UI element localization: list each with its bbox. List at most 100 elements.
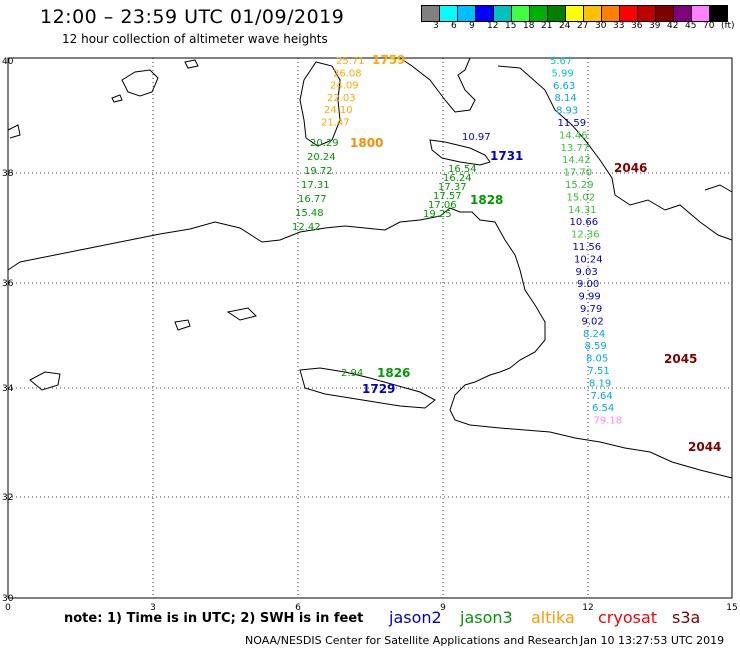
wave-height-value: 15.29 <box>565 180 594 191</box>
wave-height-value: 5.99 <box>552 68 574 79</box>
colorbar-label: 70 <box>703 21 715 31</box>
wave-height-value: 9.00 <box>577 279 599 290</box>
x-tick-labels: 0 3 6 9 12 15 <box>5 603 738 613</box>
colorbar-label: 15 <box>505 21 517 31</box>
track-jason2: 10.97 1731 <box>462 132 523 163</box>
map-subtitle: 12 hour collection of altimeter wave hei… <box>62 32 328 46</box>
colorbar-swatch <box>458 6 476 21</box>
y-tick-label: 36 <box>2 279 14 289</box>
legend-cryosat: cryosat <box>598 608 658 627</box>
colorbar-label: 39 <box>649 21 661 31</box>
east-fragment <box>704 184 733 193</box>
island-coast <box>299 367 436 409</box>
colorbar-label: 36 <box>631 21 643 31</box>
colorbar-label: 30 <box>595 21 607 31</box>
wave-height-value: 10.66 <box>570 217 599 228</box>
colorbar-label: 27 <box>577 21 589 31</box>
footer-timestamp: Jan 10 13:27:53 UTC 2019 <box>580 634 725 647</box>
wave-height-value: 9.02 <box>582 316 604 327</box>
colorbar-label: 3 <box>433 21 439 31</box>
wave-height-value: 14.46 <box>559 130 588 141</box>
colorbar-swatch <box>710 6 727 21</box>
italy-coast <box>399 57 476 113</box>
colorbar-label: 9 <box>469 21 475 31</box>
colorbar-swatch <box>674 6 692 21</box>
wave-height-value: 8.05 <box>586 354 608 365</box>
wave-height-value: 7.64 <box>591 391 613 402</box>
mallorca-coast <box>121 69 159 97</box>
wave-height-value: 25.71 <box>336 56 365 67</box>
wave-height-value: 21.47 <box>321 118 350 129</box>
colorbar-label: 24 <box>559 21 571 31</box>
wave-height-value: 6.63 <box>553 81 575 92</box>
colorbar-swatch <box>476 6 494 21</box>
wave-height-value: 17.31 <box>301 180 330 191</box>
colorbar-swatch <box>440 6 458 21</box>
wave-height-value: 8.14 <box>555 93 577 104</box>
x-tick-label: 0 <box>5 603 11 613</box>
wave-height-value: 17.37 <box>438 182 467 193</box>
small-island-1 <box>29 371 61 391</box>
y-tick-label: 32 <box>2 493 13 503</box>
x-tick-label: 9 <box>440 603 446 613</box>
wave-height-value: 10.97 <box>462 132 491 143</box>
wave-height-value: 24.10 <box>324 105 353 116</box>
y-tick-labels: 40 38 36 34 32 30 <box>2 57 14 604</box>
track-s3a: 2046 <box>614 161 647 175</box>
wave-height-value: 8.19 <box>589 378 611 389</box>
wave-height-value: 16.54 <box>448 164 477 175</box>
wave-height-value: 13.77 <box>561 143 590 154</box>
wave-height-value: 12.36 <box>571 230 600 241</box>
colorbar-label: 21 <box>541 21 553 31</box>
x-tick-label: 3 <box>150 603 156 613</box>
colorbar-swatch <box>620 6 638 21</box>
small-island-3 <box>226 307 257 321</box>
wave-height-value: 20.24 <box>307 152 336 163</box>
track-s3a: 2045 <box>664 352 697 366</box>
small-island-2 <box>174 319 191 331</box>
colorbar-swatch <box>530 6 548 21</box>
y-tick-label: 34 <box>2 384 14 394</box>
coastlines <box>7 57 733 479</box>
map-frame <box>7 57 733 599</box>
wave-height-value: 9.03 <box>576 267 598 278</box>
pass-time-label: 2046 <box>614 161 647 175</box>
wave-height-value: 17.57 <box>433 191 462 202</box>
colorbar-label: 42 <box>667 21 679 31</box>
colorbar-swatch <box>566 6 584 21</box>
track-jason3: 2.94 1826 <box>341 366 410 380</box>
wave-height-value: 9.99 <box>579 292 601 303</box>
colorbar-swatch <box>548 6 566 21</box>
legend-jason2: jason2 <box>389 608 442 627</box>
x-tick-label: 15 <box>726 603 737 613</box>
colorbar-swatch <box>422 6 440 21</box>
wave-height-value: 8.93 <box>556 106 578 117</box>
colorbar <box>421 5 728 22</box>
wave-height-value: 11.56 <box>573 242 602 253</box>
wave-height-value: 15.48 <box>295 208 324 219</box>
sardinia-coast <box>299 61 341 147</box>
legend-jason3: jason3 <box>460 608 513 627</box>
ibiza-coast <box>111 94 123 103</box>
wave-height-value: 19.25 <box>423 209 452 220</box>
x-tick-label: 12 <box>582 603 593 613</box>
pass-time-label: 1800 <box>350 136 383 150</box>
wave-height-value: 7.51 <box>588 366 610 377</box>
grid-lines <box>8 58 732 598</box>
wave-height-value: 19.72 <box>304 166 333 177</box>
wave-height-value: 8.59 <box>585 341 607 352</box>
track-jason3: 20.29 20.24 19.72 17.31 16.77 15.48 12.42 <box>292 138 339 233</box>
colorbar-label: (ft) <box>721 21 735 31</box>
map-title: 12:00 – 23:59 UTC 01/09/2019 <box>40 6 345 28</box>
footer-credit: NOAA/NESDIS Center for Satellite Applica… <box>245 634 579 647</box>
wave-height-value: 79.18 <box>594 416 623 427</box>
wave-height-value: 26.08 <box>333 68 362 79</box>
balkan-coast <box>497 65 733 241</box>
wave-height-value: 11.59 <box>558 118 587 129</box>
legend-altika: altika <box>531 608 575 627</box>
track-s3a: 2044 <box>688 440 721 454</box>
colorbar-label: 18 <box>523 21 535 31</box>
wave-height-value: 14.31 <box>568 205 597 216</box>
